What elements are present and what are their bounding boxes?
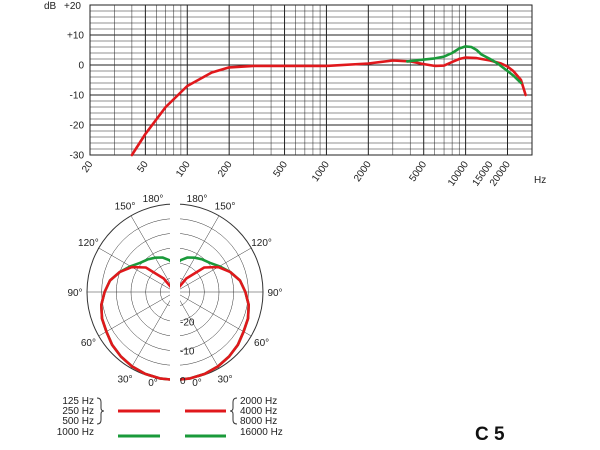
legend-label-left: 125 Hz	[62, 396, 94, 407]
polar-angle-label: 150°	[115, 201, 136, 212]
polar-spoke	[174, 291, 252, 337]
x-tick-label: 500	[271, 159, 290, 179]
polar-curve-red	[173, 265, 250, 382]
polar-angle-label: 90°	[67, 288, 82, 299]
response-curve-red	[130, 56, 527, 157]
legend-label-right: 8000 Hz	[240, 416, 277, 427]
x-tick-label: 5000	[407, 159, 429, 184]
polar-angle-label: 180°	[187, 194, 208, 205]
response-curve-green	[405, 45, 523, 85]
y-tick-label: -10	[70, 91, 85, 102]
legend-brace-left	[96, 397, 105, 425]
polar-angle-label: 180°	[143, 194, 164, 205]
y-tick-label: +10	[67, 31, 84, 42]
x-axis-unit: Hz	[534, 175, 546, 186]
polar-spoke	[98, 247, 176, 293]
legend-label-right: 2000 Hz	[240, 396, 277, 407]
polar-radial-label: -10	[180, 347, 195, 358]
polar-spoke	[98, 291, 176, 337]
legend-label-left: 250 Hz	[62, 406, 94, 417]
x-tick-label: 2000	[352, 159, 374, 184]
polar-spoke	[174, 215, 220, 293]
x-tick-label: 100	[174, 159, 193, 179]
polar-radial-label: -20	[180, 317, 195, 328]
polar-angle-label: 120°	[78, 238, 99, 249]
polar-angle-label: 90°	[267, 288, 282, 299]
polar-spoke	[174, 291, 220, 369]
y-tick-label: -20	[70, 121, 85, 132]
polar-divider	[170, 194, 180, 392]
x-tick-label: 200	[216, 159, 235, 179]
y-tick-label: +20	[64, 1, 81, 12]
polar-spoke	[130, 291, 176, 369]
polar-angle-label: 60°	[81, 338, 96, 349]
polar-angle-label: 0°	[192, 378, 202, 389]
polar-spoke	[174, 247, 252, 293]
polar-radial-label: 0	[180, 376, 186, 387]
legend-label-left: 500 Hz	[62, 416, 94, 427]
polar-curve-green	[100, 256, 177, 382]
plot-frame	[89, 4, 533, 156]
y-axis-unit: dB	[44, 1, 57, 12]
polar-spoke	[130, 215, 176, 293]
polar-angle-label: 150°	[215, 201, 236, 212]
x-tick-label: 10000	[446, 159, 471, 188]
polar-angle-label: 60°	[254, 338, 269, 349]
legend-label-right: 4000 Hz	[240, 406, 277, 417]
polar-angle-label: 0°	[148, 378, 158, 389]
polar-curve-red	[100, 265, 177, 382]
legend-brace-right	[229, 397, 238, 425]
polar-angle-label: 120°	[251, 238, 272, 249]
y-tick-label: -30	[70, 151, 85, 162]
y-tick-label: 0	[78, 61, 84, 72]
x-tick-label: 50	[135, 159, 151, 175]
legend-label-right: 16000 Hz	[240, 427, 283, 438]
legend-label-left: 1000 Hz	[57, 427, 94, 438]
polar-angle-label: 30°	[117, 375, 132, 386]
polar-pattern-chart: 180° 180° 150° 150° 120° 120° 90° 90° 60° 60° 30° 3…	[67, 194, 283, 392]
model-name: C 5	[475, 424, 505, 445]
polar-angle-label: 30°	[217, 375, 232, 386]
x-tick-label: 1000	[310, 159, 332, 184]
